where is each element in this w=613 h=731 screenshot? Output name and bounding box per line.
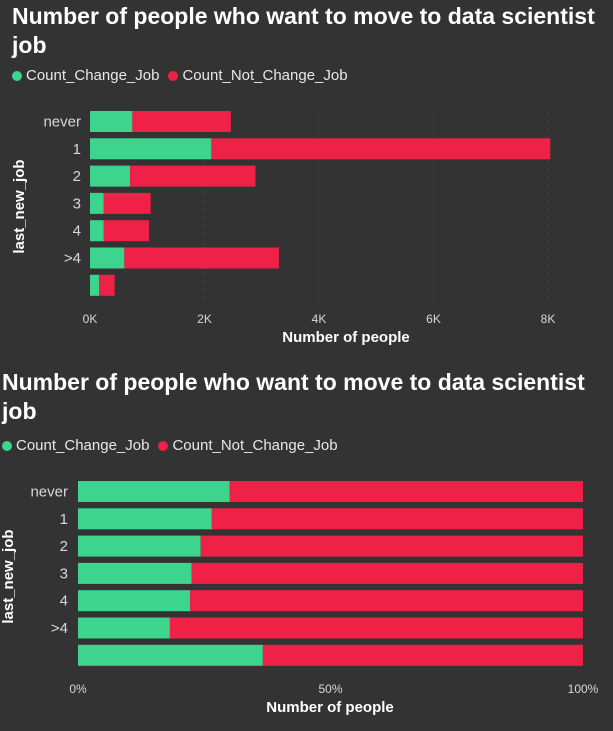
legend-label: Count_Not_Change_Job — [182, 67, 348, 84]
bar-change-job — [90, 192, 104, 214]
x-tick-label: 6K — [426, 312, 441, 326]
bar-change-job — [78, 590, 191, 612]
legend-item-not-change[interactable]: Count_Not_Change_Job — [158, 437, 338, 454]
x-tick-label: 0% — [69, 682, 87, 696]
legend-label: Count_Change_Job — [16, 437, 150, 454]
category-label: 2 — [73, 168, 81, 185]
bar-change-job — [78, 535, 201, 557]
bar-not-change-job — [211, 508, 583, 530]
chart-title: Number of people who want to move to dat… — [12, 3, 595, 58]
chart-title: Number of people who want to move to dat… — [2, 369, 585, 424]
chart-legend: Count_Change_Job Count_Not_Change_Job — [2, 437, 338, 454]
category-label: 1 — [60, 511, 68, 528]
bar-change-job — [90, 247, 125, 269]
bar-change-job — [90, 138, 212, 160]
bar-not-change-job — [99, 274, 115, 296]
legend-item-change[interactable]: Count_Change_Job — [2, 437, 149, 454]
bar-not-change-job — [211, 138, 551, 160]
bar-change-job — [90, 220, 104, 242]
bar-not-change-job — [190, 590, 584, 612]
bar-not-change-job — [103, 192, 151, 214]
y-axis-title: last_new_job — [11, 159, 28, 253]
bar-not-change-job — [191, 562, 583, 584]
bar-change-job — [78, 644, 263, 666]
category-label: never — [43, 114, 81, 131]
chart-panel-percent: Number of people who want to move to dat… — [0, 366, 613, 731]
category-label: 4 — [60, 593, 68, 610]
bar-not-change-job — [130, 165, 256, 187]
chart-legend: Count_Change_Job Count_Not_Change_Job — [12, 67, 348, 84]
x-tick-label: 8K — [541, 312, 556, 326]
y-axis-title: last_new_job — [0, 529, 17, 623]
legend-item-not-change[interactable]: Count_Not_Change_Job — [168, 67, 348, 84]
category-label: never — [30, 484, 68, 501]
bar-not-change-job — [229, 481, 583, 502]
x-tick-label: 2K — [197, 312, 212, 326]
bar-change-job — [78, 481, 230, 502]
legend-label: Count_Not_Change_Job — [172, 437, 338, 454]
legend-marker — [158, 440, 169, 451]
legend-item-change[interactable]: Count_Change_Job — [12, 67, 159, 84]
stacked-bar-chart: never 1 2 3 4 >4 0K 2K 4K 6K 8K Number of people las… — [11, 108, 556, 346]
x-axis-title: Number of people — [282, 329, 410, 346]
x-tick-label: 0K — [83, 312, 98, 326]
chart-panel-absolute: Number of people who want to move to dat… — [0, 0, 613, 360]
bar-not-change-job — [200, 535, 583, 557]
legend-marker — [168, 70, 179, 81]
category-label: >4 — [64, 250, 81, 267]
x-axis-title: Number of people — [266, 699, 394, 716]
bar-not-change-job — [169, 617, 583, 639]
category-label: 3 — [73, 195, 81, 212]
category-label: >4 — [51, 620, 68, 637]
bar-change-job — [78, 508, 212, 530]
bar-change-job — [90, 111, 133, 132]
x-tick-label: 4K — [312, 312, 327, 326]
legend-marker — [2, 440, 12, 451]
category-label: 3 — [60, 565, 68, 582]
legend-label: Count_Change_Job — [26, 67, 160, 84]
bar-not-change-job — [103, 220, 149, 242]
x-tick-label: 50% — [318, 682, 342, 696]
bar-not-change-job — [262, 644, 583, 666]
category-label: 1 — [73, 141, 81, 158]
bar-change-job — [90, 165, 131, 187]
legend-marker — [12, 70, 22, 81]
category-label: 4 — [73, 223, 81, 240]
bar-change-job — [78, 617, 170, 639]
bar-change-job — [90, 274, 100, 296]
bar-change-job — [78, 562, 192, 584]
x-tick-label: 100% — [568, 682, 599, 696]
bar-not-change-job — [132, 111, 231, 132]
bar-not-change-job — [124, 247, 279, 269]
category-label: 2 — [60, 538, 68, 555]
stacked-bar-chart-percent: never 1 2 3 4 >4 0% 50% 100% Number of people last… — [0, 481, 599, 716]
